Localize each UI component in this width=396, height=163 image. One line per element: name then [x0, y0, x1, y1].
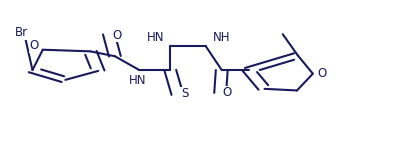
Text: HN: HN [129, 74, 146, 87]
Text: HN: HN [147, 31, 164, 44]
Text: O: O [317, 67, 326, 80]
Text: NH: NH [213, 31, 230, 44]
Text: O: O [29, 39, 39, 52]
Text: O: O [112, 29, 122, 42]
Text: Br: Br [15, 26, 28, 39]
Text: S: S [181, 87, 188, 100]
Text: O: O [223, 86, 232, 99]
